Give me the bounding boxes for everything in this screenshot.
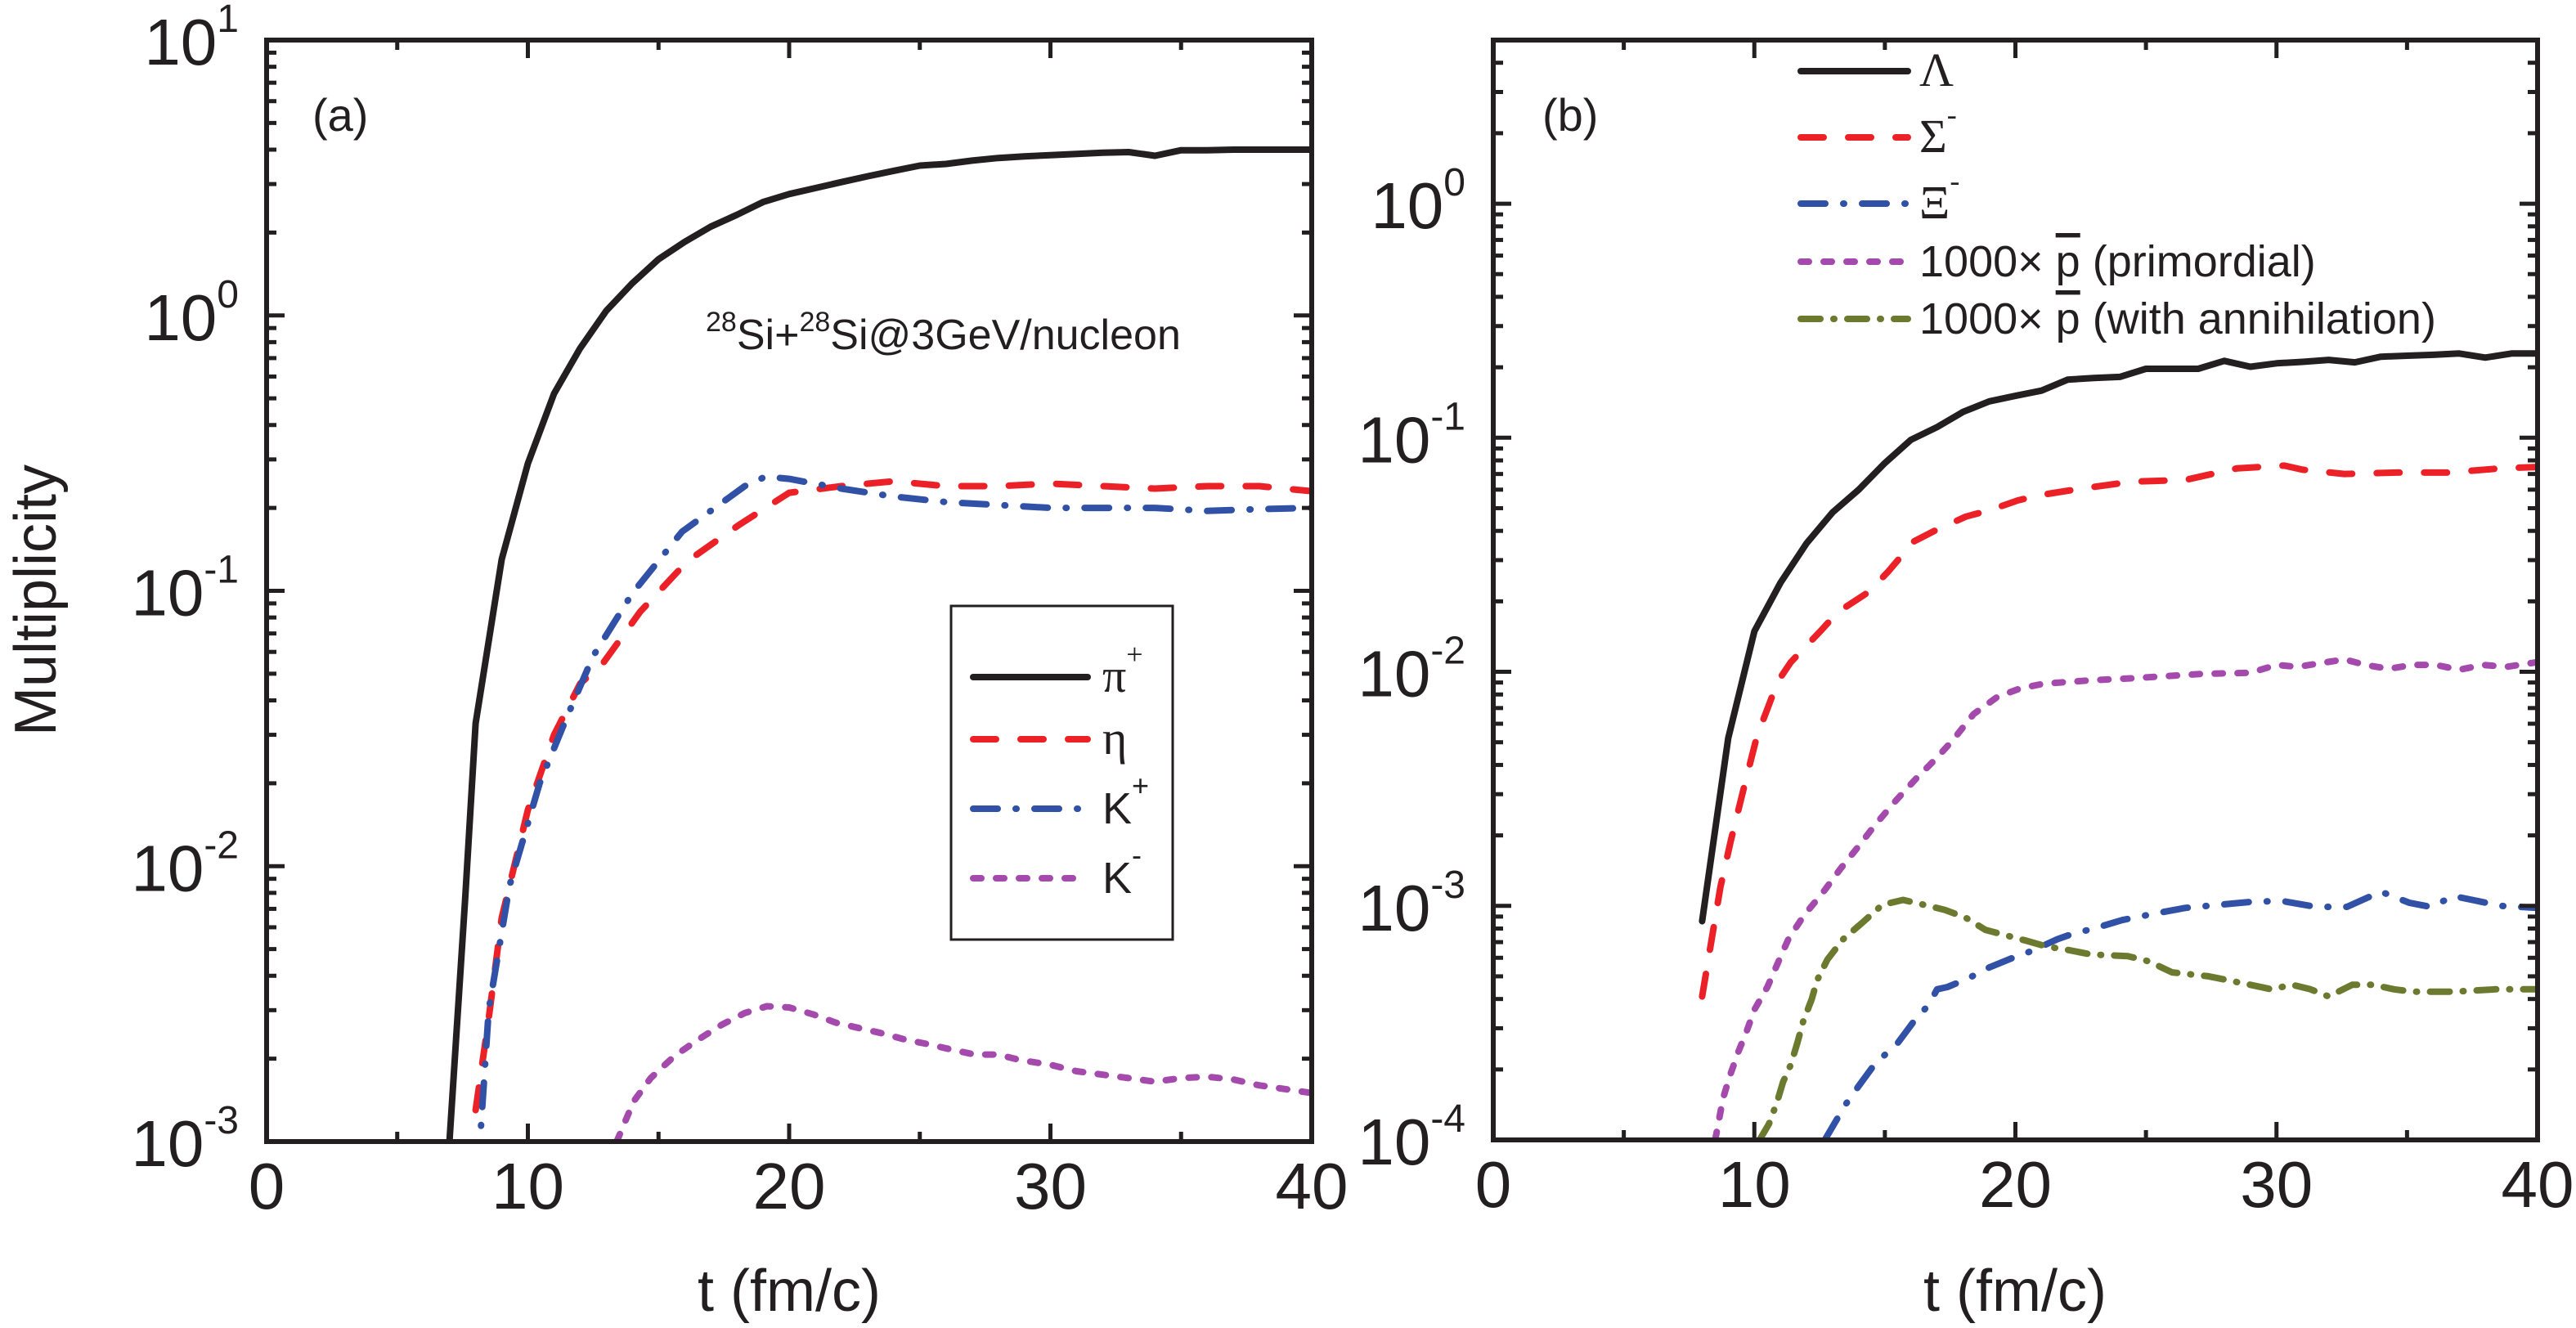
legend-label-a-3: K- — [1102, 838, 1142, 903]
x-tick-label: 10 — [1718, 1148, 1791, 1221]
x-tick-label: 40 — [1276, 1150, 1349, 1223]
panel-a-x-axis-title: t (fm/c) — [698, 1258, 881, 1324]
panel-a-legend: π+ ηK+K- — [949, 604, 1174, 941]
legend-label-a-1: η — [1102, 711, 1127, 765]
series-line-b-3 — [1712, 656, 2538, 1140]
legend-label-a-0: π+ — [1102, 638, 1143, 702]
x-tick-label: 20 — [1979, 1148, 2052, 1221]
legend-label-b-4: 1000× p (with annihilation) — [1919, 294, 2436, 343]
panel-b-legend: ΛΣ-Ξ- 1000× p (primordial) 1000× p (with a… — [1797, 43, 2436, 343]
legend-label-b-2: Ξ- — [1919, 164, 1959, 229]
y-tick-label: 100 — [144, 273, 239, 354]
x-tick-label: 10 — [491, 1150, 564, 1223]
y-tick-label: 10-2 — [1358, 630, 1465, 711]
y-tick-label: 10-1 — [1358, 395, 1465, 476]
panel-a-frame — [264, 38, 1314, 1144]
x-tick-label: 0 — [249, 1150, 285, 1223]
y-tick-label: 100 — [1371, 161, 1465, 242]
series-line-a-1 — [472, 478, 1312, 1114]
series-line-a-0 — [446, 146, 1312, 1142]
series-line-a-2 — [476, 473, 1312, 1142]
x-tick-label: 20 — [753, 1150, 826, 1223]
panel-b-frame — [1491, 38, 2540, 1142]
legend-label-a-2: K+ — [1102, 769, 1149, 833]
series-line-b-0 — [1699, 350, 2538, 925]
panel-a-ticks: 0 10 20 30 40 101 100 10-1 10-2 10-3 — [131, 0, 1348, 1223]
panel-b-x-axis-title: t (fm/c) — [1923, 1258, 2107, 1324]
y-axis-title: Multiplicity — [3, 464, 69, 736]
panel-a-label: (a) — [312, 89, 368, 141]
y-tick-label: 10-1 — [131, 549, 239, 630]
panel-b-series — [1699, 350, 2538, 1140]
collision-annotation: 28Si+28Si@3GeV/nucleon — [706, 307, 1181, 359]
panel-b: 0 10 20 30 40 100 10-1 10-2 10-3 10-4 (b) ΛΣ-Ξ- 10… — [1358, 38, 2574, 1221]
y-tick-label: 10-2 — [131, 823, 239, 904]
series-line-b-2 — [1821, 888, 2538, 1140]
panel-a: 0 10 20 30 40 101 100 10-1 10-2 10-3 (a) 28Si+28S… — [131, 0, 1348, 1223]
panel-b-ticks: 0 10 20 30 40 100 10-1 10-2 10-3 10-4 — [1358, 38, 2574, 1221]
series-line-b-1 — [1699, 462, 2538, 1000]
x-tick-label: 30 — [2240, 1148, 2313, 1221]
legend-label-b-0: Λ — [1919, 43, 1954, 96]
y-tick-label: 10-3 — [131, 1099, 239, 1180]
x-tick-label: 40 — [2502, 1148, 2574, 1221]
y-tick-label: 10-3 — [1358, 864, 1465, 944]
series-line-a-3 — [613, 1003, 1312, 1142]
legend-label-b-3: 1000× p (primordial) — [1919, 237, 2316, 286]
y-tick-label: 10-4 — [1358, 1097, 1465, 1178]
panel-a-legend-box — [949, 604, 1174, 941]
x-tick-label: 30 — [1014, 1150, 1087, 1223]
legend-label-b-1: Σ- — [1919, 98, 1957, 163]
x-tick-label: 0 — [1475, 1148, 1512, 1221]
series-line-b-4 — [1756, 896, 2538, 1140]
panel-b-label: (b) — [1542, 89, 1598, 141]
y-tick-label: 101 — [144, 0, 239, 79]
panel-a-series — [446, 146, 1312, 1142]
